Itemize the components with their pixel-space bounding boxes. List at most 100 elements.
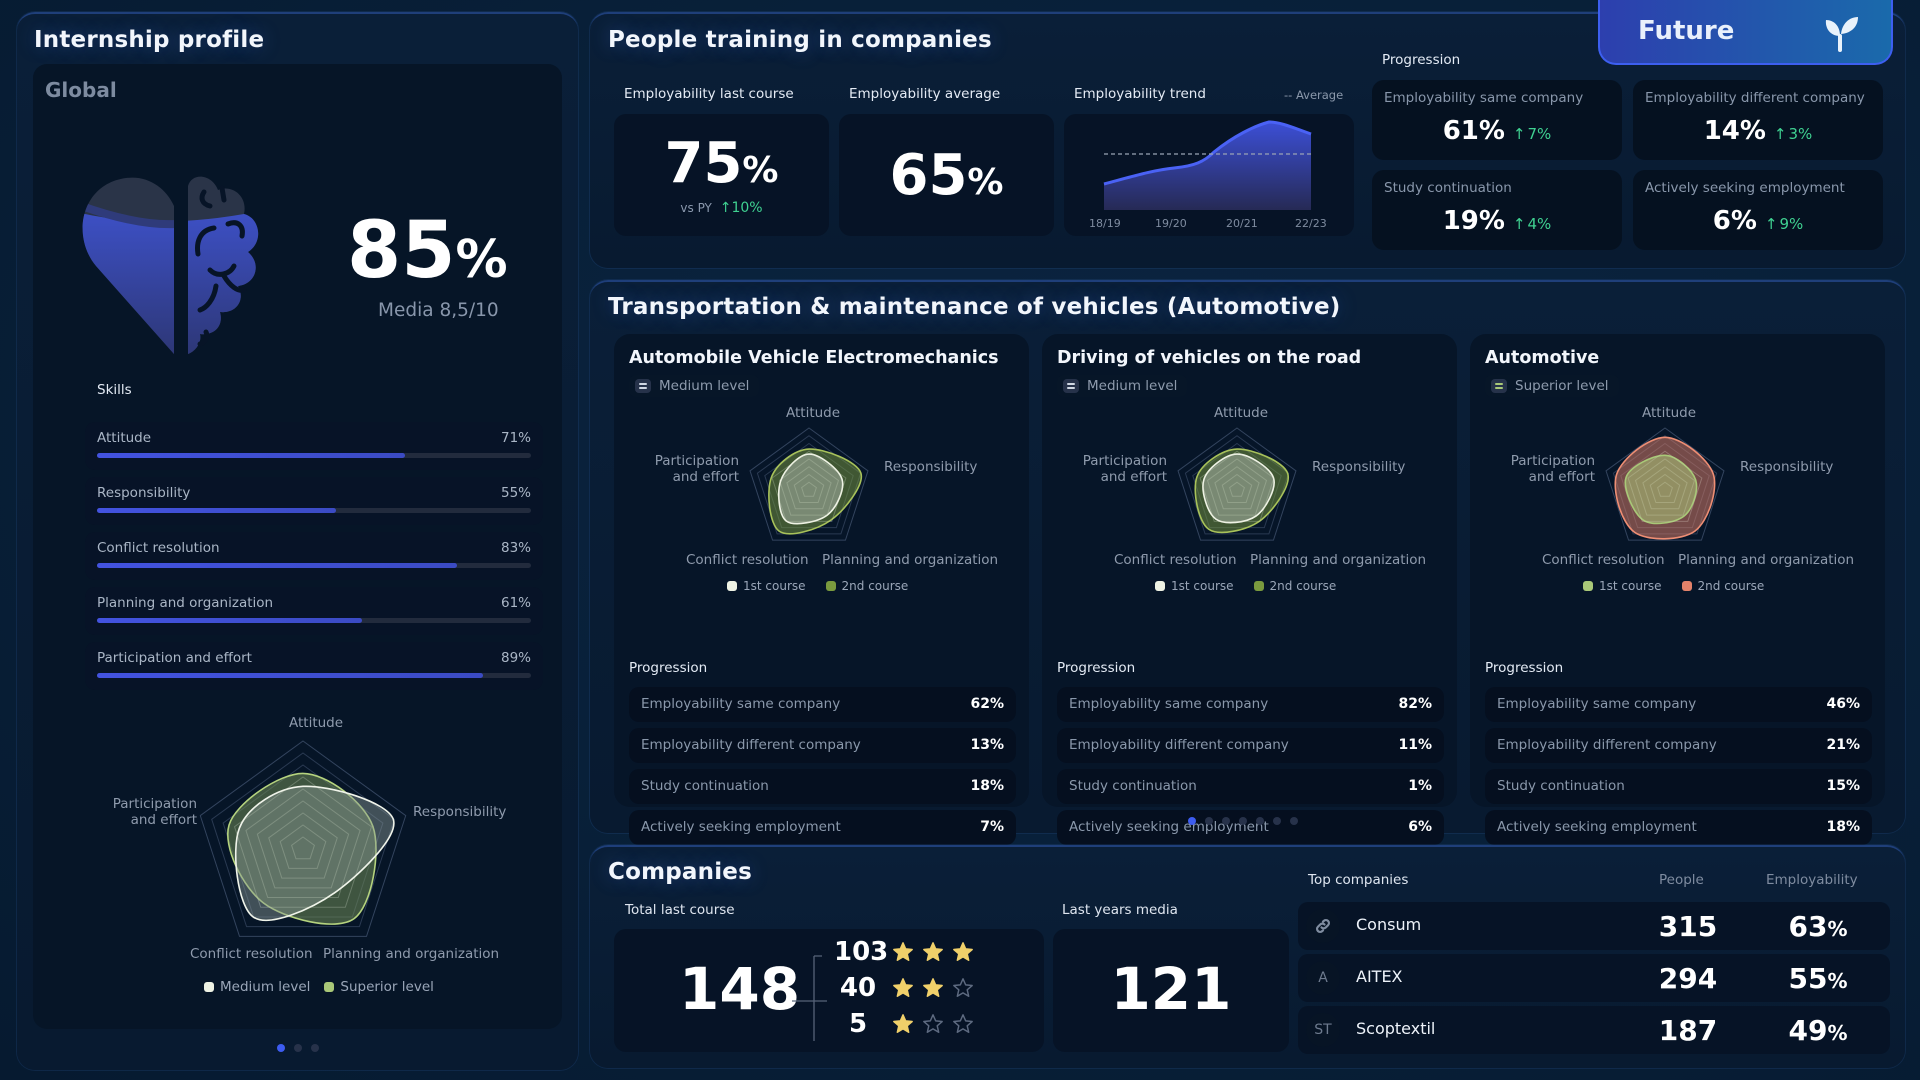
company-people: 315 xyxy=(1658,910,1718,943)
progression-value: 62% xyxy=(970,696,1004,712)
company-employability: 49% xyxy=(1768,1014,1868,1047)
heart-brain-icon xyxy=(82,176,259,355)
company-avatar: ST xyxy=(1306,1013,1340,1047)
legend-swatch-1st-course xyxy=(727,581,737,591)
company-row[interactable]: A AITEX 294 55% xyxy=(1298,954,1890,1002)
radar-inner-ring xyxy=(778,458,840,516)
arrow-up-icon: ↑ xyxy=(1512,215,1526,233)
kpi-value-unit: % xyxy=(742,150,779,191)
star-empty-icon xyxy=(953,1014,973,1033)
progression-label: Employability same company xyxy=(1497,696,1697,712)
progression-card-same-company: Employability same company 61% ↑ 7% xyxy=(1372,80,1622,160)
progression-label: Employability different company xyxy=(641,737,861,753)
legend-label-medium: Medium level xyxy=(220,979,311,995)
radar-label-responsibility: Responsibility xyxy=(1740,459,1834,475)
legend-label-2nd-course: 2nd course xyxy=(1269,579,1337,593)
legend-swatch-2nd-course xyxy=(1253,581,1264,591)
progression-delta: 4% xyxy=(1527,215,1552,233)
progression-value: 1% xyxy=(1408,778,1432,794)
skill-progress-fill xyxy=(97,563,458,568)
course-radar-chart xyxy=(1177,427,1297,541)
progression-card-different-company: Employability different company 14% ↑ 3% xyxy=(1633,80,1883,160)
radar-label-participation-line2: and effort xyxy=(1528,469,1595,485)
people-training-panel: People training in companies Employabili… xyxy=(590,12,1905,268)
course-card[interactable]: Automobile Vehicle Electromechanics Mediu… xyxy=(614,334,1029,845)
arrow-up-icon: ↑ xyxy=(1512,125,1526,143)
overall-score: 85% xyxy=(347,212,508,299)
trend-area-chart xyxy=(1103,120,1312,210)
pager-dot[interactable] xyxy=(1239,817,1247,825)
kpi-vs-label: vs PY xyxy=(680,201,712,215)
kpi-card-average: 65% xyxy=(839,114,1054,236)
company-employability: 55% xyxy=(1768,962,1868,995)
radar-grid-ring xyxy=(749,427,869,541)
star-empty-icon xyxy=(923,1014,943,1033)
company-row[interactable]: ST Scoptextil 187 49% xyxy=(1298,1006,1890,1054)
radar-label-participation: Participation and effort xyxy=(634,453,739,485)
progression-row: Employability same company 46% xyxy=(1485,687,1872,722)
pager-dot[interactable] xyxy=(277,1044,285,1052)
progression-value: 18% xyxy=(1826,819,1860,835)
radar-label-conflict: Conflict resolution xyxy=(686,552,809,568)
progression-label: Employability different company xyxy=(1645,90,1865,106)
rating-row: 5 xyxy=(834,1009,982,1039)
sprout-icon xyxy=(1825,17,1858,52)
trend-line xyxy=(1103,120,1312,186)
company-avatar xyxy=(1306,909,1340,943)
legend-label-2nd-course: 2nd course xyxy=(1697,579,1765,593)
legend-label-1st-course: 1st course xyxy=(1171,579,1234,593)
radar-inner-ring xyxy=(1199,450,1275,522)
company-employability-value: 49 xyxy=(1788,1014,1828,1047)
legend-swatch-2nd-course xyxy=(1681,581,1692,591)
pager-dots xyxy=(1188,817,1298,825)
radar-label-attitude: Attitude xyxy=(1642,405,1697,421)
company-employability: 63% xyxy=(1768,910,1868,943)
progression-value: 19% ↑ 4% xyxy=(1372,206,1622,236)
course-card[interactable]: Automotive Superior level Attitude Responsi… xyxy=(1470,334,1885,845)
radar-inner-ring xyxy=(233,776,373,908)
radar-legend: Medium level Superior level xyxy=(204,979,434,995)
radar-inner-ring xyxy=(1642,466,1688,510)
course-radar-chart xyxy=(749,427,869,541)
pager-dot[interactable] xyxy=(1256,817,1264,825)
breakdown-bracket xyxy=(792,955,827,1041)
radar-label-participation-line1: Participation xyxy=(654,453,739,469)
company-name: Scoptextil xyxy=(1356,1019,1436,1038)
kpi-label-average: Employability average xyxy=(849,86,1001,102)
skills-title: Skills xyxy=(97,382,132,398)
star-empty-icon xyxy=(953,978,973,997)
pager-dot[interactable] xyxy=(311,1044,319,1052)
company-row[interactable]: Consum 315 63% xyxy=(1298,902,1890,950)
progression-row: Actively seeking employment 18% xyxy=(1485,810,1872,845)
progression-row: Actively seeking employment 7% xyxy=(629,810,1016,845)
company-employability-value: 55 xyxy=(1788,962,1828,995)
level-badge: Medium level xyxy=(629,375,760,397)
progression-value: 18% xyxy=(970,778,1004,794)
last-years-label: Last years media xyxy=(1062,902,1178,918)
course-card[interactable]: Driving of vehicles on the road Medium le… xyxy=(1042,334,1457,845)
progression-label: Study continuation xyxy=(1497,778,1625,794)
future-tab-label: Future xyxy=(1638,16,1735,46)
radar-label-participation: Participation and effort xyxy=(1062,453,1167,485)
pager-dot[interactable] xyxy=(1273,817,1281,825)
company-employability-unit: % xyxy=(1827,969,1848,993)
pager-dots xyxy=(277,1044,319,1052)
pager-dot[interactable] xyxy=(1205,817,1213,825)
progression-row: Study continuation 18% xyxy=(629,769,1016,804)
progression-row: Employability different company 21% xyxy=(1485,728,1872,763)
pager-dot[interactable] xyxy=(294,1044,302,1052)
radar-inner-ring xyxy=(1649,473,1681,504)
pager-dot[interactable] xyxy=(1188,817,1196,825)
pager-dot[interactable] xyxy=(1222,817,1230,825)
trend-legend-average: -- Average xyxy=(1284,88,1344,102)
companies-panel: Companies Total last course 148 103 40 5 L… xyxy=(590,845,1905,1068)
radar-label-participation-line1: Participation xyxy=(1510,453,1595,469)
skill-value: 55% xyxy=(500,485,531,501)
radar-grid-ring xyxy=(1177,427,1297,541)
radar-inner-ring xyxy=(279,824,327,869)
pager-dot[interactable] xyxy=(1290,817,1298,825)
course-radar-legend: 1st course 2nd course xyxy=(1155,579,1336,593)
radar-series-medium xyxy=(234,785,395,922)
skill-progress-track xyxy=(97,563,531,568)
future-tab[interactable]: Future xyxy=(1598,0,1893,65)
